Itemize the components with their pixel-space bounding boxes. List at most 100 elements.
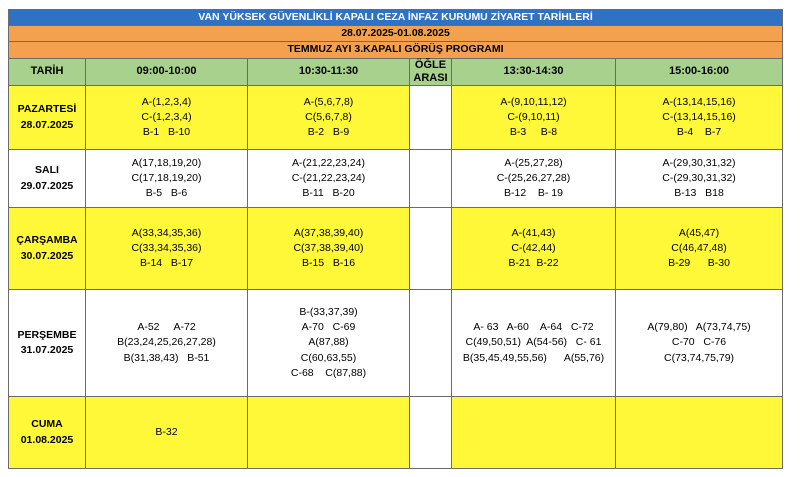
visit-group-line: A-(41,43) [511, 226, 556, 239]
visit-group-line: B-4 B-7 [676, 126, 722, 139]
visit-group-line: B-2 B-9 [307, 126, 350, 139]
visit-group-line: A(79,80) A(73,74,75) [647, 321, 751, 334]
slot-cell: B-(33,37,39) A-70 C-69 A(87,88) C(60,63,55)… [247, 289, 410, 398]
slot-cell: A(37,38,39,40) C(37,38,39,40) B-15 B-16 [247, 207, 410, 291]
visit-group-line: B-15 B-16 [301, 257, 356, 270]
visit-group-line: A(37,38,39,40) [293, 226, 364, 239]
slot-cell: A(33,34,35,36) C(33,34,35,36) B-14 B-17 [85, 207, 248, 291]
header-slot-1: 09:00-10:00 [85, 57, 248, 87]
schedule-title: VAN YÜKSEK GÜVENLİKLİ KAPALI CEZA İNFAZ … [7, 8, 784, 27]
header-lunch-break: ÖĞLE ARASI [409, 57, 452, 87]
visit-group-line: B-14 B-17 [139, 257, 194, 270]
visit-group-line: C(60,63,55) [300, 351, 357, 364]
day-cell: ÇARŞAMBA 30.07.2025 [8, 207, 86, 291]
visit-group-line: C(49,50,51) A(54-56) C- 61 [465, 336, 602, 349]
visit-group-line: B-1 B-10 [142, 126, 191, 139]
day-date: 01.08.2025 [20, 433, 74, 446]
visit-group-line: B-29 B-30 [668, 257, 730, 270]
visit-group-line: B-32 [155, 425, 178, 438]
visit-group-line: A-(1,2,3,4) [141, 95, 192, 108]
visit-group-line: C-(13,14,15,16) [662, 110, 736, 123]
slot-cell: A-(29,30,31,32) C-(29,30,31,32) B-13 B18 [614, 149, 784, 209]
slot-cell: A-(21,22,23,24) C-(21,22,23,24) B-11 B-20 [247, 149, 410, 209]
slot-cell: A-(13,14,15,16) C-(13,14,15,16) B-4 B-7 [614, 85, 784, 151]
day-name: CUMA [31, 418, 63, 431]
visit-group-line: B-13 B18 [674, 187, 724, 200]
lunch-break-cell [409, 289, 452, 398]
visit-group-line: A(33,34,35,36) [131, 226, 202, 239]
header-row: TARİH 09:00-10:00 10:30-11:30 ÖĞLE ARASI… [8, 57, 784, 87]
visit-group-line: A(87,88) [308, 336, 349, 349]
visit-group-line: C-(25,26,27,28) [496, 171, 571, 184]
day-cell: PERŞEMBE 31.07.2025 [8, 289, 86, 398]
visit-group-line: A(17,18,19,20) [131, 156, 202, 169]
visit-group-line: A-(9,10,11,12) [500, 95, 567, 108]
day-cell: CUMA 01.08.2025 [8, 396, 86, 470]
visit-group-line: C(5,6,7,8) [305, 110, 352, 123]
header-slot-4: 15:00-16:00 [614, 57, 784, 87]
visit-group-line: A-(13,14,15,16) [662, 95, 736, 108]
visit-group-line: A-70 C-69 [301, 321, 356, 334]
visit-group-line: B(35,45,49,55,56) A(55,76) [462, 351, 605, 364]
visit-group-line: C-(29,30,31,32) [662, 171, 736, 184]
visit-group-line: C(17,18,19,20) [131, 171, 202, 184]
visit-group-line: C(73,74,75,79) [663, 351, 735, 364]
header-break-line-2: ARASI [413, 71, 448, 84]
slot-cell [614, 396, 784, 470]
header-slot-3: 13:30-14:30 [451, 57, 616, 87]
visit-group-line: C-(9,10,11) [507, 110, 560, 123]
table-row: PAZARTESİ 28.07.2025 A-(1,2,3,4) C-(1,2,3… [8, 85, 784, 151]
slot-cell: A-(25,27,28) C-(25,26,27,28) B-12 B- 19 [451, 149, 616, 209]
visit-group-line: B-11 B-20 [302, 187, 355, 200]
day-date: 31.07.2025 [20, 344, 74, 357]
day-date: 28.07.2025 [20, 118, 74, 131]
visit-group-line: B-12 B- 19 [504, 187, 563, 200]
program-title: TEMMUZ AYI 3.KAPALI GÖRÜŞ PROGRAMI [7, 41, 784, 59]
header-date: TARİH [8, 57, 86, 87]
slot-cell: A-(1,2,3,4) C-(1,2,3,4) B-1 B-10 [85, 85, 248, 151]
lunch-break-cell [409, 396, 452, 470]
slot-cell: A(79,80) A(73,74,75) C-70 C-76 C(73,74,75,… [614, 289, 784, 398]
visit-group-line: B-3 B-8 [509, 126, 558, 139]
lunch-break-cell [409, 149, 452, 209]
slot-cell: A-52 A-72 B(23,24,25,26,27,28) B(31,38,43)… [85, 289, 248, 398]
day-name: PERŞEMBE [17, 328, 77, 341]
slot-cell [247, 396, 410, 470]
table-row: SALI 29.07.2025 A(17,18,19,20) C(17,18,19… [8, 149, 784, 209]
visit-group-line: A-52 A-72 [137, 321, 196, 334]
visit-group-line: A-(5,6,7,8) [303, 95, 354, 108]
header-slot-2: 10:30-11:30 [247, 57, 410, 87]
visit-group-line: C(37,38,39,40) [293, 241, 364, 254]
visit-group-line: B-21 B-22 [508, 257, 559, 270]
visit-group-line: B-5 B-6 [145, 187, 188, 200]
slot-cell: A- 63 A-60 A-64 C-72 C(49,50,51) A(54-56)… [451, 289, 616, 398]
slot-cell: A-(5,6,7,8) C(5,6,7,8) B-2 B-9 [247, 85, 410, 151]
day-name: SALI [35, 164, 59, 177]
day-date: 29.07.2025 [20, 179, 74, 192]
date-range: 28.07.2025-01.08.2025 [7, 25, 784, 43]
visit-group-line: A- 63 A-60 A-64 C-72 [473, 321, 594, 334]
visit-group-line: C-68 C(87,88) [290, 366, 367, 379]
day-name: ÇARŞAMBA [16, 234, 78, 247]
visit-group-line: A-(21,22,23,24) [292, 156, 365, 169]
visit-group-line: A(45,47) [678, 226, 720, 239]
day-cell: SALI 29.07.2025 [8, 149, 86, 209]
visit-group-line: C-(1,2,3,4) [141, 110, 192, 123]
day-name: PAZARTESİ [17, 103, 77, 116]
visit-group-line: A-(29,30,31,32) [662, 156, 736, 169]
slot-cell: A(45,47) C(46,47,48) B-29 B-30 [614, 207, 784, 291]
slot-cell: B-32 [85, 396, 248, 470]
visit-group-line: C-(42,44) [511, 241, 556, 254]
slot-cell [451, 396, 616, 470]
visit-group-line: C(33,34,35,36) [131, 241, 202, 254]
visit-schedule-table: VAN YÜKSEK GÜVENLİKLİ KAPALI CEZA İNFAZ … [7, 8, 784, 470]
table-row: CUMA 01.08.2025 B-32 [8, 396, 784, 470]
lunch-break-cell [409, 85, 452, 151]
table-row: PERŞEMBE 31.07.2025 A-52 A-72 B(23,24,25,… [8, 289, 784, 398]
table-row: ÇARŞAMBA 30.07.2025 A(33,34,35,36) C(33,3… [8, 207, 784, 291]
slot-cell: A(17,18,19,20) C(17,18,19,20) B-5 B-6 [85, 149, 248, 209]
visit-group-line: C-(21,22,23,24) [291, 171, 366, 184]
day-date: 30.07.2025 [20, 249, 74, 262]
visit-group-line: B-(33,37,39) [299, 305, 358, 318]
header-break-line-1: ÖĞLE [414, 58, 447, 71]
